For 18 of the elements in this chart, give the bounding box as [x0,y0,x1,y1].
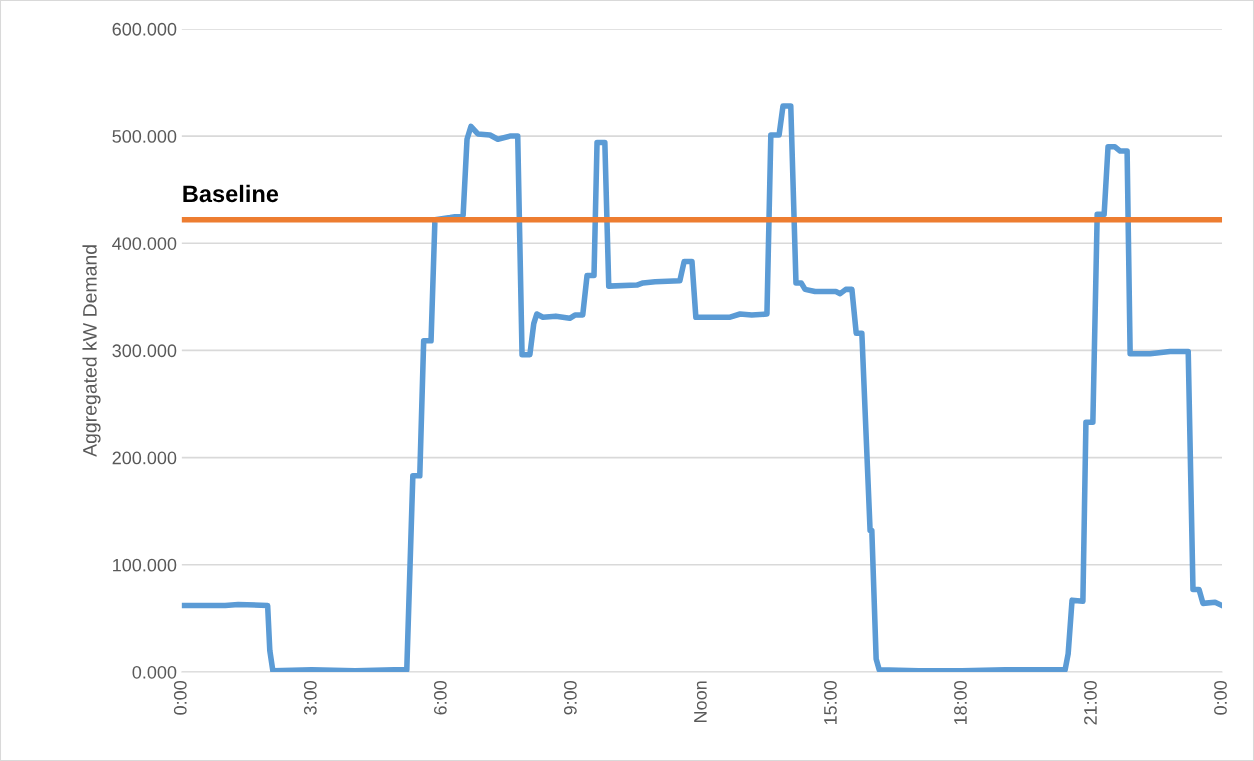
x-tick-label: Noon [694,681,707,722]
x-tick-label: 0:00 [173,681,187,715]
y-tick-label: 0.000 [132,665,177,679]
x-tick-label: 15:00 [824,681,837,725]
y-tick-label: 200.000 [112,451,177,465]
x-tick-label: 9:00 [563,681,577,715]
y-tick-label: 500.000 [112,130,177,143]
x-tick-label: 18:00 [954,681,967,725]
ref-line-label: Baseline [183,184,279,203]
y-tick-label: 100.000 [113,558,177,572]
x-tick-label: 21:00 [1084,681,1097,725]
x-tick-label: 3:00 [303,681,317,715]
y-tick-label: 600.000 [112,22,177,36]
y-tick-label: 300.000 [112,344,177,358]
y-tick-label: 400.000 [112,237,177,250]
x-tick-label: 0:00 [1214,681,1227,715]
y-axis-title: Aggregated kW Demand [82,245,101,457]
x-tick-label: 6:00 [433,681,447,715]
